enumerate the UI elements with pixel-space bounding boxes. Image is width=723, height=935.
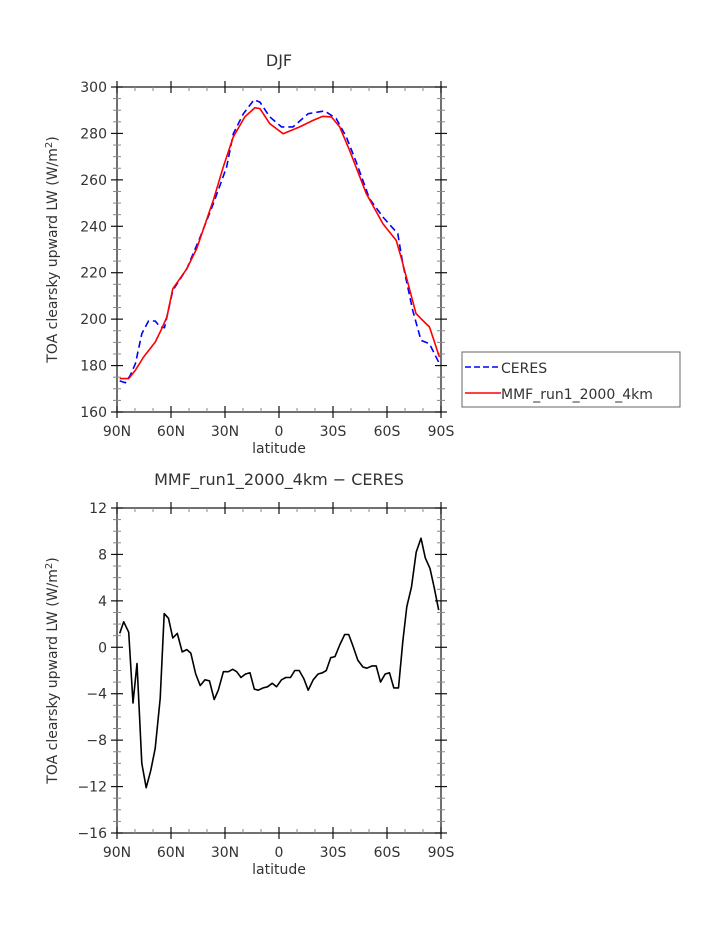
series-line-mmf-run1-2000-4km [119,106,441,380]
chart-title: MMF_run1_2000_4km − CERES [154,470,404,490]
y-tick-label: 300 [80,80,107,96]
y-tick-label: 280 [80,126,107,142]
y-axis-label-main: TOA clearsky upward LW (W/m [45,569,61,785]
x-tick-label: 60S [374,845,401,861]
x-tick-label: 90S [428,845,455,861]
x-tick-label: 30N [211,424,239,440]
plot-frame [116,86,442,413]
y-tick-label: 4 [98,594,107,610]
y-tick-label: 180 [80,359,107,375]
x-tick-label: 90N [103,845,131,861]
y-axis-label-sup: 2 [44,563,55,569]
y-axis-label: TOA clearsky upward LW (W/m2) [44,136,62,363]
y-tick-label: −16 [77,826,107,842]
y-tick-label: −4 [86,687,107,703]
y-tick-label: 12 [89,501,107,517]
x-tick-label: 90S [428,424,455,440]
chart-1: 90N 60N 30N 0 30S 60S 90S 160 180 200 220 240 260 280… [44,51,681,457]
y-axis-label: TOA clearsky upward LW (W/m2) [44,557,62,784]
legend-box [461,351,681,408]
y-axis-label-sup: 2 [44,142,55,148]
y-tick-label: −12 [77,780,107,796]
x-tick-label: 30S [320,424,347,440]
x-axis-label: latitude [252,862,306,878]
y-tick-label: 200 [80,312,107,328]
x-tick-label: 90N [103,424,131,440]
x-tick-label: 60S [374,424,401,440]
y-tick-label: 220 [80,266,107,282]
x-tick-label: 60N [157,845,185,861]
legend-label: MMF_run1_2000_4km [501,387,653,403]
y-tick-label: 0 [98,640,107,656]
y-tick-label: 260 [80,173,107,189]
x-axis-label: latitude [252,441,306,457]
series-line-ceres [119,99,441,384]
y-tick-label: 240 [80,219,107,235]
y-tick-label: −8 [86,733,107,749]
series-line-difference [118,537,440,789]
y-tick-label: 160 [80,405,107,421]
x-tick-label: 30S [320,845,347,861]
plot-frame [116,507,442,834]
chart-title: DJF [266,51,292,70]
x-tick-label: 30N [211,845,239,861]
x-tick-label: 0 [275,845,284,861]
x-tick-label: 0 [275,424,284,440]
y-axis-label-close: ) [45,557,61,562]
chart-2: 90N 60N 30N 0 30S 60S 90S −16 −12 −8 −4 0 4 8 12 MMF_ru… [44,470,455,878]
legend: CERES MMF_run1_2000_4km [461,351,681,408]
y-axis-label-close: ) [45,136,61,141]
y-axis-label-main: TOA clearsky upward LW (W/m [45,148,61,364]
y-tick-label: 8 [98,547,107,563]
legend-label: CERES [501,361,547,377]
x-tick-label: 60N [157,424,185,440]
